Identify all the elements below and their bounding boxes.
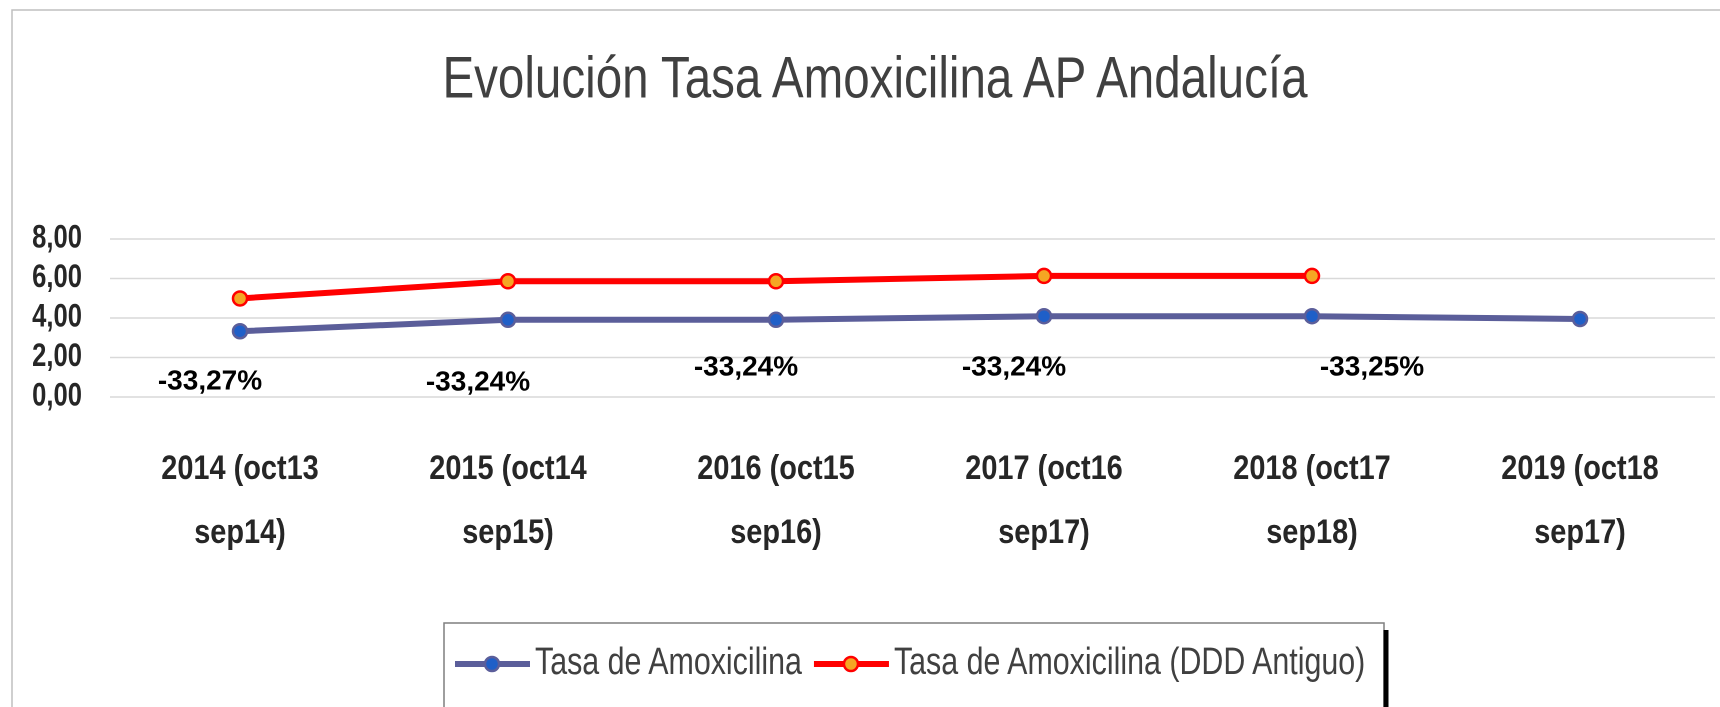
legend-label: Tasa de Amoxicilina (DDD Antiguo) (894, 641, 1365, 683)
annotation: -33,24% (694, 350, 798, 381)
chart-title: Evolución Tasa Amoxicilina AP Andalucía (442, 46, 1308, 111)
x-tick-label: 2018 (oct17 sep18) (1233, 449, 1391, 551)
series-line (239, 313, 1581, 335)
y-tick-label: 0,00 (32, 378, 82, 413)
legend-marker (483, 655, 501, 673)
data-point (767, 311, 785, 329)
data-point (231, 322, 249, 340)
annotation: -33,24% (426, 365, 530, 396)
data-point (1035, 307, 1053, 325)
annotation: -33,25% (1320, 350, 1424, 381)
data-point (231, 290, 249, 307)
legend-label: Tasa de Amoxicilina (535, 641, 803, 683)
data-point (767, 273, 785, 290)
legend-box (443, 622, 1385, 707)
data-point (499, 273, 517, 290)
annotation: -33,27% (158, 364, 262, 395)
legend-marker (842, 655, 860, 673)
x-tick-label: 2019 (oct18 sep17) (1501, 449, 1659, 551)
data-point (1303, 307, 1321, 325)
annotation: -33,24% (962, 350, 1066, 381)
data-point (499, 311, 517, 329)
x-tick-label: 2017 (oct16 sep17) (965, 449, 1123, 551)
x-tick-label: 2014 (oct13 sep14) (161, 449, 319, 551)
y-tick-label: 6,00 (32, 259, 82, 294)
y-tick-label: 4,00 (32, 299, 82, 334)
data-point (1303, 267, 1321, 285)
data-point (1571, 310, 1589, 328)
chart-frame (11, 9, 1720, 707)
y-tick-label: 2,00 (32, 338, 82, 373)
x-tick-label: 2015 (oct14 sep15) (429, 449, 587, 551)
x-tick-label: 2016 (oct15 sep16) (697, 449, 855, 551)
data-point (1035, 267, 1053, 285)
y-tick-label: 8,00 (32, 220, 82, 255)
